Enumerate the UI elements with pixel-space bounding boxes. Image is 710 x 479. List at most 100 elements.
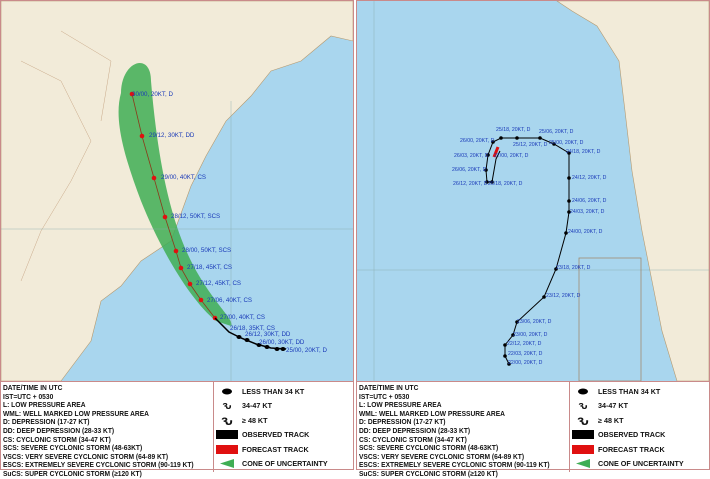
right-legend: DATE/TIME IN UTC IST=UTC + 0530 L: LOW PRE… [357,381,709,478]
legend-text: VSCS: VERY SEVERE CYCLONIC STORM (64-89 … [359,451,525,461]
legend-text: SCS: SEVERE CYCLONIC STORM (48-63KT) [359,443,499,453]
track-point [503,354,507,358]
legend-text: L: LOW PRESSURE AREA [3,400,86,410]
cyclone-34-47kt-icon: ԅ [578,399,588,412]
track-point-label: 26/06, 20KT, D [452,167,487,173]
legend-entry: OBSERVED TRACK [572,428,684,443]
legend-entry-label: FORECAST TRACK [598,444,665,454]
track-point-label: 26/18, 20KT, D [488,181,523,187]
track-point-label: 27/00, 40KT, CS [220,314,265,321]
track-point [499,136,503,140]
cone-of-uncertainty [118,63,232,327]
legend-entry-label: CONE OF UNCERTAINTY [242,459,328,469]
track-point [567,199,571,203]
track-point-label: 26/00, 30KT, DD [259,339,305,346]
legend-entry: ԅ 34-47 KT [216,399,328,414]
track-point [567,151,571,155]
legend-text: DD: DEEP DEPRESSION (28-33 KT) [3,425,115,435]
track-point-label: 25/12, 20KT, D [513,142,548,148]
right-track-map: 25/18, 20KT, D26/00, 20KT, D 25/12, 20KT,… [357,1,709,381]
legend-text: CS: CYCLONIC STORM (34-47 KT) [3,434,111,444]
track-point-label: 23/06, 20KT, D [517,319,552,325]
legend-entry-label: LESS THAN 34 KT [598,386,661,396]
track-point-label: 24/03, 20KT, D [570,209,605,215]
track-point-label: 24/06, 20KT, D [572,198,607,204]
track-point-label: 24/12, 20KT, D [572,175,607,181]
track-point-label: 25/18, 20KT, D [496,127,531,133]
legend-entry: LESS THAN 34 KT [572,384,684,399]
legend-text: IST=UTC + 0530 [359,391,410,401]
track-point [567,210,571,214]
legend-entry-label: ≥ 48 KT [598,415,624,425]
legend-text: WML: WELL MARKED LOW PRESSURE AREA [359,408,505,418]
track-point-label: 23/00, 20KT, D [513,332,548,338]
legend-text: D: DEPRESSION (17-27 KT) [359,417,446,427]
legend-text: DATE/TIME IN UTC [359,383,419,392]
legend-entry-label: ≥ 48 KT [242,415,268,425]
track-point [542,295,546,299]
track-point [490,180,494,184]
observed-track-swatch [216,430,238,440]
track-point-label: 29/12, 30KT, DD [149,132,195,139]
track-point [484,168,488,172]
track-point [552,142,556,146]
legend-entry-label: 34-47 KT [598,401,628,411]
legend-entry: FORECAST TRACK [216,442,328,457]
legend-entry-label: FORECAST TRACK [242,444,309,454]
track-point-label: 27/12, 45KT, CS [196,280,241,287]
legend-entry: ԅ 34-47 KT [572,399,684,414]
cyclone-48kt-plus-icon: ԅ [577,412,589,429]
track-point-label: 27/00, 20KT, D [494,153,529,159]
track-point [515,136,519,140]
track-point-label: 25/06, 20KT, D [539,129,574,135]
track-point-label: 23/12, 20KT, D [546,293,581,299]
legend-text: SuCS: SUPER CYCLONIC STORM (≥120 KT) [3,468,142,478]
legend-entry-label: OBSERVED TRACK [242,430,310,440]
legend-text: VSCS: VERY SEVERE CYCLONIC STORM (64-89 … [3,451,169,461]
track-point [491,140,495,144]
observed-track-swatch [572,430,594,440]
legend-text: DD: DEEP DEPRESSION (28-33 KT) [359,425,471,435]
legend-entry-label: 34-47 KT [242,401,272,411]
track-point [503,343,507,347]
legend-entry: ԅ ≥ 48 KT [572,412,684,429]
right-map-panel: 25/18, 20KT, D 26/00, 20KT, D 25/12, 20KT,… [356,0,710,478]
track-point-label: 26/18, 35KT, CS [230,325,275,332]
track-point-label: 23/18, 20KT, D [556,265,591,271]
track-point-label: 29/00, 40KT, CS [161,174,206,181]
left-map-panel: 30/00, 20KT, D 29/12, 30KT, DD 29/00, 40KT… [0,0,354,478]
cyclone-34-47kt-icon: ԅ [222,399,232,412]
legend-text: DATE/TIME IN UTC [3,383,63,392]
cone-of-uncertainty-icon [216,459,238,469]
track-point-label: 22/00, 20KT, D [508,360,543,366]
legend-text: IST=UTC + 0530 [3,391,54,401]
forecast-track-swatch [572,444,594,454]
track-point [485,180,489,184]
forecast-track-swatch [216,444,238,454]
track-point [538,136,542,140]
track-point-label: 26/03, 20KT, D [454,153,489,159]
legend-text: CS: CYCLONIC STORM (34-47 KT) [359,434,467,444]
left-legend: DATE/TIME IN UTC IST=UTC + 0530 L: LOW PRE… [1,381,353,478]
track-point-label: 25/00, 20KT, D [549,140,584,146]
track-point [507,362,511,366]
legend-text: SCS: SEVERE CYCLONIC STORM (48-63KT) [3,443,143,453]
less-than-34kt-symbol-icon [216,388,238,395]
track-point-label: 24/18, 20KT, D [566,149,601,155]
cyclone-48kt-plus-icon: ԅ [221,412,233,429]
track-point [511,333,515,337]
forecast-track [492,146,500,158]
less-than-34kt-symbol-icon [572,388,594,395]
legend-text: ESCS: EXTREMELY SEVERE CYCLONIC STORM (9… [3,460,194,470]
legend-entry: FORECAST TRACK [572,442,684,457]
track-point-label: 28/12, 50KT, SCS [171,213,220,220]
legend-entry-label: OBSERVED TRACK [598,430,666,440]
legend-entry: ԅ ≥ 48 KT [216,412,328,429]
track-point [567,176,571,180]
track-point-label: 26/12, 30KT, DD [245,331,291,338]
legend-entry: LESS THAN 34 KT [216,384,328,399]
track-point [515,320,519,324]
track-point-label: 26/12, 20KT, D [453,181,488,187]
legend-entry-label: CONE OF UNCERTAINTY [598,459,684,469]
legend-text: ESCS: EXTREMELY SEVERE CYCLONIC STORM (9… [359,460,550,470]
